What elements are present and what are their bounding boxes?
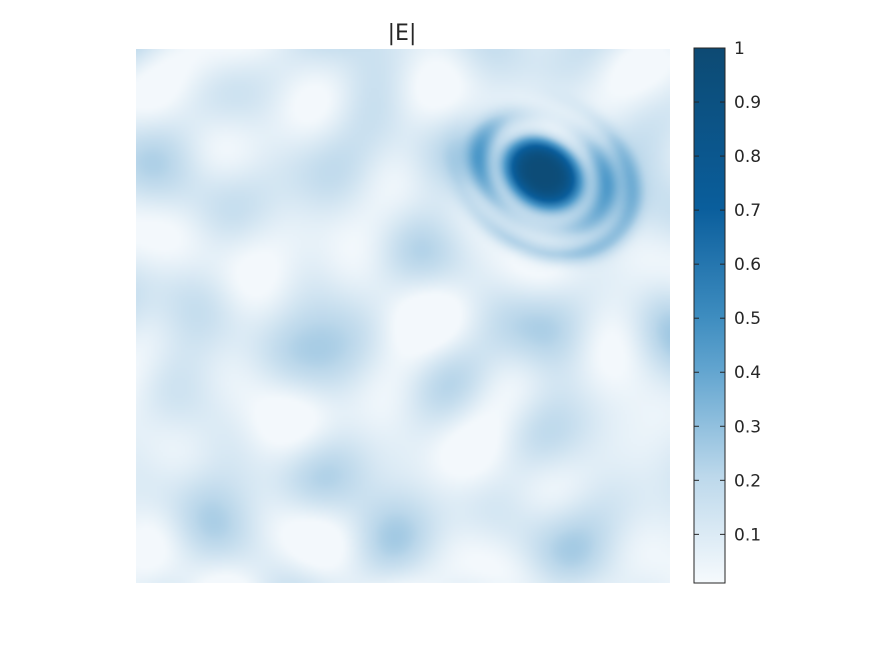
colorbar-tick-label: 0.8 — [734, 147, 761, 167]
colorbar-tick-label: 0.7 — [734, 201, 761, 221]
heatmap-image — [136, 49, 670, 583]
colorbar-tick-label: 0.6 — [734, 255, 761, 275]
heatmap-plot — [136, 49, 670, 583]
colorbar-tick-label: 0.9 — [734, 93, 761, 113]
colorbar-tick-label: 0.4 — [734, 363, 761, 383]
colorbar-tick-label: 0.2 — [734, 471, 761, 491]
colorbar-tick-label: 0.5 — [734, 309, 761, 329]
colorbar-tick-label: 1 — [734, 39, 745, 59]
colorbar-gradient — [694, 48, 725, 583]
colorbar: 0.1 0.2 0.3 0.4 0.5 0.6 0.7 0.8 0.9 1 — [693, 39, 761, 584]
colorbar-tick-label: 0.3 — [734, 417, 761, 437]
colorbar-frame — [693, 47, 726, 584]
chart-title: |E| — [388, 21, 417, 46]
colorbar-tick-label: 0.1 — [734, 525, 761, 545]
